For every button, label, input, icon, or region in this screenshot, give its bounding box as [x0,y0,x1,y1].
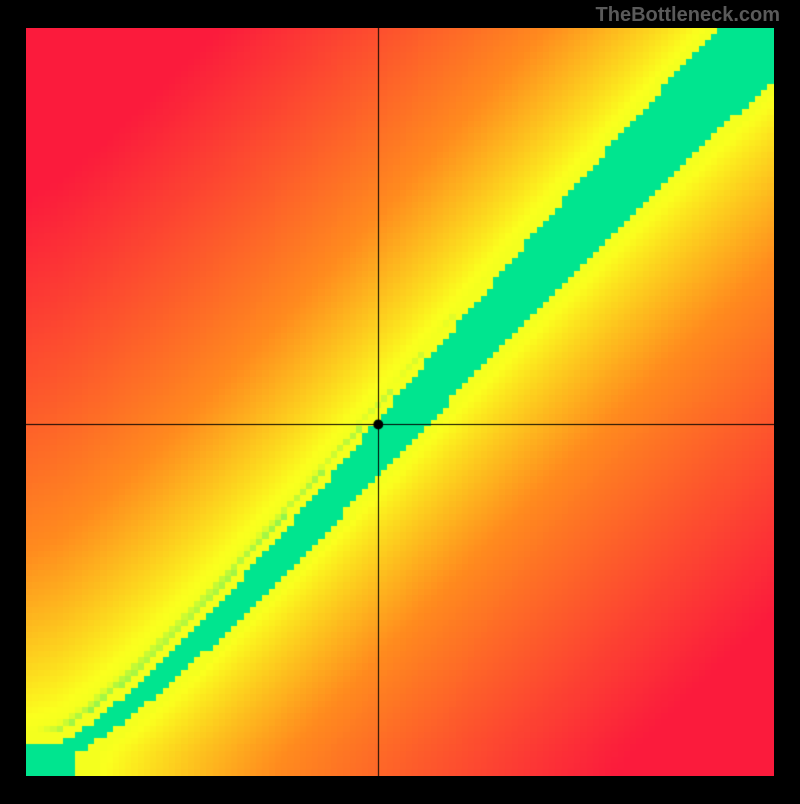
plot-frame-left [0,28,26,776]
chart-container: TheBottleneck.com [0,0,800,800]
bottleneck-heatmap [26,28,774,776]
plot-frame-right [774,28,800,776]
watermark-text: TheBottleneck.com [596,4,780,27]
